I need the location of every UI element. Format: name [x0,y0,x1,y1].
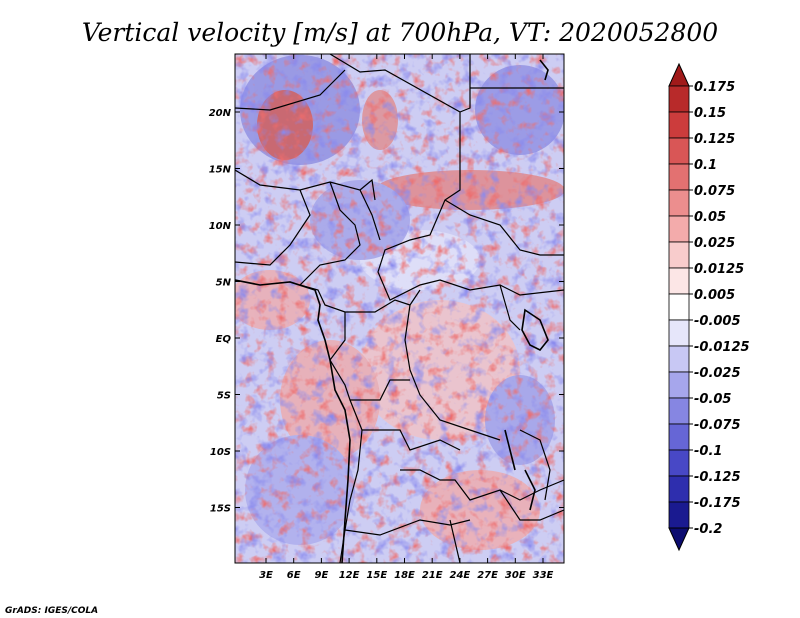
colorbar-label: 0.0125 [694,262,744,277]
x-tick-label: 15E [366,570,387,581]
colorbar-bin [668,241,690,269]
colorbar-bin [668,501,690,529]
y-axis: 20N 15N 10N 5N EQ 5S 10S 15S [209,108,564,515]
colorbar-label: -0.075 [694,418,741,433]
colorbar-label: -0.05 [694,392,731,407]
colorbar-labels: 0.175 0.15 0.125 0.1 0.075 0.05 0.025 0.0125 0.0… [689,80,750,537]
colorbar-label: 0.005 [694,288,735,303]
x-tick-label: 30E [505,570,526,581]
x-tick-label: 12E [339,570,360,581]
colorbar-top-arrow [668,62,690,87]
x-axis: 3E 6E 9E 12E 15E 18E 21E 24E 27E 30E 33E [259,54,554,581]
colorbar-bin [668,449,690,477]
colorbar-bin [668,267,690,295]
plot-frame [234,53,565,564]
colorbar-label: -0.1 [694,444,722,459]
colorbar-bin [668,371,690,399]
y-tick-label: 10N [209,221,232,232]
colorbar-label: -0.2 [694,522,722,537]
x-tick-label: 6E [287,570,301,581]
colorbar-bin [668,189,690,217]
y-tick-label: EQ [216,334,232,345]
colorbar-bin [668,475,690,503]
colorbar-label: -0.0125 [694,340,750,355]
field-noise-descent [235,54,564,563]
x-tick-label: 9E [315,570,329,581]
colorbar-bottom-arrow [668,527,690,552]
colorbar-bin [668,293,690,321]
y-tick-label: 20N [209,108,232,119]
colorbar-label: 0.15 [694,106,726,121]
colorbar-label: -0.005 [694,314,741,329]
colorbar-label: -0.175 [694,496,741,511]
colorbar-bin [668,163,690,191]
x-tick-label: 33E [533,570,554,581]
colorbar-bin [668,137,690,165]
colorbar-bin [668,397,690,425]
country-borders [235,54,564,563]
x-tick-label: 24E [450,570,471,581]
colorbar-label: 0.125 [694,132,735,147]
colorbar-bin [668,111,690,139]
x-tick-label: 3E [259,570,273,581]
colorbar-label: 0.1 [694,158,717,173]
colorbar-label: 0.175 [694,80,735,95]
colorbar-label: -0.125 [694,470,741,485]
coastlines [235,59,549,563]
colorbar-bin [668,85,690,113]
x-tick-label: 21E [422,570,443,581]
x-tick-label: 18E [394,570,415,581]
y-tick-label: 15N [209,165,232,176]
y-tick-label: 10S [210,447,231,458]
colorbar-bin [668,345,690,373]
colorbar-bin [668,423,690,451]
x-tick-label: 27E [477,570,498,581]
credit-text: GrADS: IGES/COLA [5,606,98,616]
colorbar-label: -0.025 [694,366,741,381]
chart-title: Vertical velocity [m/s] at 700hPa, VT: 2… [82,18,718,47]
colorbar-label: 0.075 [694,184,735,199]
colorbar-label: 0.025 [694,236,735,251]
colorbar-label: 0.05 [694,210,726,225]
y-tick-label: 5N [216,278,232,289]
y-tick-label: 5S [217,391,231,402]
colorbar [668,62,690,552]
colorbar-bin [668,319,690,347]
colorbar-bin [668,215,690,243]
velocity-field [235,54,564,563]
y-tick-label: 15S [210,504,231,515]
